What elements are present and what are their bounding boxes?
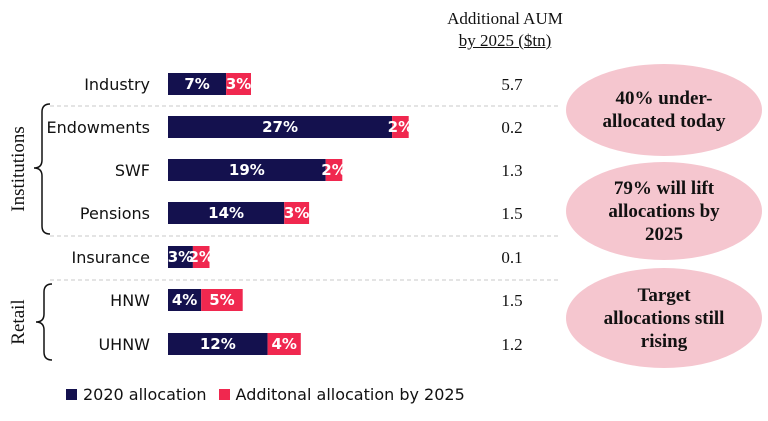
bar-label-endowments-additional: 2% <box>388 118 413 136</box>
bar-label-pensions-additional: 3% <box>284 204 309 222</box>
bar-endowments-2020 <box>168 116 393 138</box>
legend-swatch-2020 <box>66 389 77 400</box>
aum-value-insurance: 0.1 <box>501 248 522 267</box>
bar-uhnw-additional <box>267 333 301 355</box>
category-label-swf: SWF <box>115 161 150 180</box>
callout-target-rising: Target allocations still rising <box>566 268 762 368</box>
category-label-insurance: Insurance <box>72 248 151 267</box>
category-label-hnw: HNW <box>110 291 150 310</box>
bar-pensions-2020 <box>168 202 285 224</box>
bar-label-swf-2020: 19% <box>229 161 265 179</box>
legend-item-additional: Additonal allocation by 2025 <box>218 385 465 404</box>
category-label-uhnw: UHNW <box>98 335 150 354</box>
bar-label-insurance-additional: 2% <box>188 248 213 266</box>
aum-header-line2: by 2025 ($tn) <box>458 31 552 50</box>
bar-label-pensions-2020: 14% <box>208 204 244 222</box>
legend: 2020 allocation Additonal allocation by … <box>66 385 477 404</box>
bar-hnw-additional <box>201 289 243 311</box>
aum-value-industry: 5.7 <box>501 75 523 94</box>
callout-under-allocated-text: 40% under-allocated today <box>602 88 726 132</box>
dividers <box>50 105 560 281</box>
callout-target-rising-text: Target allocations still rising <box>603 284 725 352</box>
category-label-industry: Industry <box>84 75 150 94</box>
bar-label-hnw-additional: 5% <box>209 291 234 309</box>
bar-industry-additional <box>226 73 251 95</box>
bar-label-uhnw-additional: 4% <box>271 335 296 353</box>
bar-label-insurance-2020: 3% <box>168 248 193 266</box>
bar-swf-2020 <box>168 159 326 181</box>
group-label-institutions: Institutions <box>8 126 29 212</box>
bracket-retail <box>35 283 53 361</box>
bar-label-industry-additional: 3% <box>226 75 251 93</box>
callout-lift-allocations-text: 79% will lift allocations by 2025 <box>608 177 720 245</box>
group-brackets: Institutions Retail <box>8 103 53 361</box>
bars: 7% 3%27% 2%19% 2%14% 3%3%2%4% 5%12% 4% <box>168 73 413 355</box>
category-labels: Industry Endowments SWF Pensions Insurance HN… <box>47 75 151 354</box>
bracket-institutions <box>33 103 51 235</box>
bar-insurance-2020 <box>168 246 193 268</box>
bar-endowments-additional <box>392 116 409 138</box>
callout-under-allocated: 40% under-allocated today <box>566 64 762 156</box>
callout-lift-allocations: 79% will lift allocations by 2025 <box>566 162 762 260</box>
legend-label-additional: Additonal allocation by 2025 <box>235 385 465 404</box>
bar-swf-additional <box>325 159 343 181</box>
aum-header: Additional AUM by 2025 ($tn) <box>425 8 585 52</box>
aum-value-endowments: 0.2 <box>501 118 522 137</box>
legend-swatch-additional <box>218 389 230 400</box>
aum-value-pensions: 1.5 <box>501 204 522 223</box>
bar-label-endowments-2020: 27% <box>262 118 298 136</box>
bar-label-uhnw-2020: 12% <box>200 335 236 353</box>
bar-label-swf-additional: 2% <box>321 161 346 179</box>
aum-header-line1: Additional AUM <box>447 9 563 28</box>
bar-hnw-2020 <box>168 289 202 311</box>
group-label-retail: Retail <box>8 299 29 344</box>
legend-item-2020: 2020 allocation <box>66 385 207 404</box>
aum-values: 5.7 0.2 1.3 1.5 0.1 1.5 1.2 <box>501 75 523 354</box>
bar-uhnw-2020 <box>168 333 268 355</box>
aum-value-hnw: 1.5 <box>501 291 522 310</box>
category-label-endowments: Endowments <box>47 118 150 137</box>
bar-label-industry-2020: 7% <box>184 75 209 93</box>
aum-value-swf: 1.3 <box>501 161 522 180</box>
aum-value-uhnw: 1.2 <box>501 335 522 354</box>
bar-pensions-additional <box>284 202 310 224</box>
bar-insurance-additional <box>192 246 210 268</box>
category-label-pensions: Pensions <box>80 204 150 223</box>
legend-label-2020: 2020 allocation <box>83 385 207 404</box>
bar-industry-2020 <box>168 73 227 95</box>
bar-label-hnw-2020: 4% <box>172 291 197 309</box>
